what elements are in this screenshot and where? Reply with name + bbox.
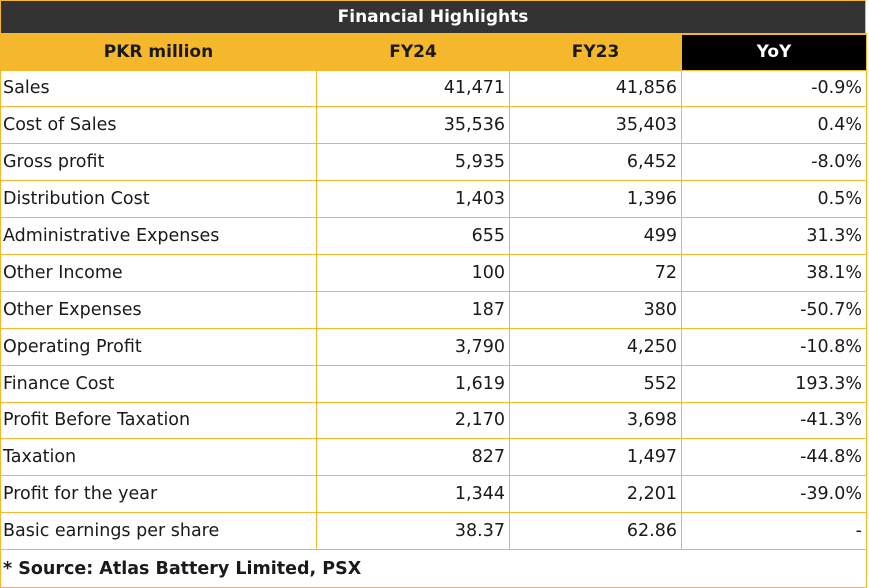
fy23-value: 380 (509, 290, 682, 329)
table-row: Basic earnings per share 38.37 62.86- (0, 512, 867, 551)
fy23-value: 1,497 (509, 438, 682, 477)
fy24-value: 100 (316, 253, 510, 292)
row-label: Profit Before Taxation (0, 401, 317, 440)
yoy-value: 193.3% (681, 364, 867, 403)
row-label: Other Income (0, 253, 317, 292)
fy23-value: 35,403 (509, 106, 682, 145)
fy24-value: 3,790 (316, 327, 510, 366)
table-row: Profit Before Taxation 2,170 3,698 -41.3% (0, 401, 867, 440)
yoy-value: -0.9% (681, 69, 867, 108)
table-row: Finance Cost 1,619 552 193.3% (0, 364, 867, 403)
fy24-value: 35,536 (316, 106, 510, 145)
yoy-value: -41.3% (681, 401, 867, 440)
fy24-value: 41,471 (316, 69, 510, 108)
table-row: Profit for the year 1,344 2,201 -39.0% (0, 475, 867, 514)
fy24-value: 5,935 (316, 143, 510, 182)
fy23-value: 499 (509, 217, 682, 255)
fy23-value: 41,856 (509, 69, 682, 108)
fy23-value: 4,250 (509, 327, 682, 366)
table-row: Taxation 827 1,497 -44.8% (0, 438, 867, 477)
header-pkr-million: PKR million (0, 33, 317, 71)
fy24-value: 1,403 (316, 180, 510, 219)
header-fy23: FY23 (509, 33, 682, 71)
row-label: Profit for the year (0, 475, 317, 514)
row-label: Administrative Expenses (0, 217, 317, 255)
fy23-value: 552 (509, 364, 682, 403)
yoy-value: 0.5% (681, 180, 867, 219)
fy23-value: 2,201 (509, 475, 682, 514)
yoy-value: 38.1% (681, 253, 867, 292)
fy23-value: 62.86 (509, 512, 682, 551)
fy24-value: 1,344 (316, 475, 510, 514)
yoy-value: - (681, 512, 867, 551)
table-row: Administrative Expenses 655 499 31.3% (0, 217, 867, 255)
table-row: Gross profit 5,935 6,452 -8.0% (0, 143, 867, 182)
table-row: Other Expenses 187 380 -50.7% (0, 290, 867, 329)
row-label: Basic earnings per share (0, 512, 317, 551)
table-body: Sales 41,471 41,856 -0.9% Cost of Sales 35,53… (0, 69, 867, 551)
row-label: Other Expenses (0, 290, 317, 329)
fy24-value: 1,619 (316, 364, 510, 403)
table-row: Operating Profit 3,790 4,250 -10.8% (0, 327, 867, 366)
table-title: Financial Highlights (0, 0, 866, 33)
fy24-value: 655 (316, 217, 510, 255)
row-label: Gross profit (0, 143, 317, 182)
fy24-value: 827 (316, 438, 510, 477)
row-label: Operating Profit (0, 327, 317, 366)
row-label: Cost of Sales (0, 106, 317, 145)
yoy-value: -8.0% (681, 143, 867, 182)
row-label: Taxation (0, 438, 317, 477)
table-row: Other Income 100 72 38.1% (0, 253, 867, 292)
table-row: Sales 41,471 41,856 -0.9% (0, 69, 867, 108)
yoy-value: 31.3% (681, 217, 867, 255)
fy23-value: 72 (509, 253, 682, 292)
yoy-value: -44.8% (681, 438, 867, 477)
source-note: * Source: Atlas Battery Limited, PSX (0, 549, 867, 588)
yoy-value: -39.0% (681, 475, 867, 514)
yoy-value: 0.4% (681, 106, 867, 145)
fy23-value: 6,452 (509, 143, 682, 182)
row-label: Sales (0, 69, 317, 108)
header-fy24: FY24 (316, 33, 510, 71)
fy24-value: 2,170 (316, 401, 510, 440)
fy23-value: 3,698 (509, 401, 682, 440)
yoy-value: -50.7% (681, 290, 867, 329)
source-row: * Source: Atlas Battery Limited, PSX (0, 549, 867, 588)
table-row: Cost of Sales 35,536 35,403 0.4% (0, 106, 867, 145)
fy24-value: 38.37 (316, 512, 510, 551)
data-table: PKR million FY24 FY23 YoY Sales 41,471 41,… (0, 33, 867, 588)
header-row: PKR million FY24 FY23 YoY (0, 33, 867, 71)
fy24-value: 187 (316, 290, 510, 329)
row-label: Finance Cost (0, 364, 317, 403)
yoy-value: -10.8% (681, 327, 867, 366)
header-yoy: YoY (681, 33, 867, 71)
fy23-value: 1,396 (509, 180, 682, 219)
row-label: Distribution Cost (0, 180, 317, 219)
table-row: Distribution Cost 1,403 1,396 0.5% (0, 180, 867, 219)
